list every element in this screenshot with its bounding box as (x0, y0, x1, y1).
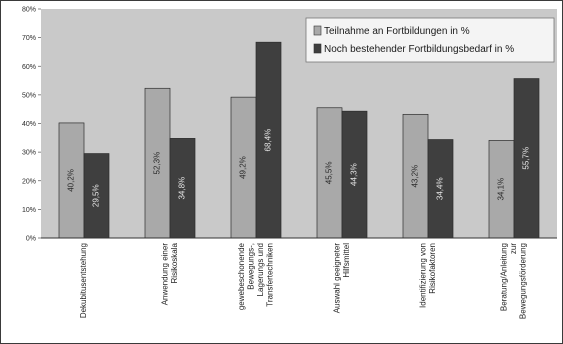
data-label: 52,3% (153, 152, 162, 175)
y-tick-label: 0% (26, 236, 36, 243)
data-label: 44,3% (350, 163, 359, 186)
data-label: 34,4% (436, 177, 445, 200)
data-label: 68,4% (264, 129, 273, 152)
y-tick-label: 10% (22, 207, 36, 214)
bar-fortbildungsbedarf (255, 41, 282, 239)
legend-swatch-fortbildungsbedarf (313, 43, 322, 54)
bar-fortbildungsbedarf (341, 110, 368, 239)
bar-fortbildungsbedarf (513, 78, 540, 239)
y-tick-label: 50% (22, 92, 36, 99)
category-label: Lagerungs und (256, 243, 265, 296)
y-tick-label: 60% (22, 64, 36, 71)
y-tick-label: 80% (22, 7, 36, 14)
category-label: gewebeschonende (237, 242, 246, 310)
bar-fortbildungsbedarf (83, 153, 110, 239)
y-tick-label: 70% (22, 35, 36, 42)
category-label: Anwendung einer (160, 243, 169, 306)
category-label: Bewegungs-, (246, 243, 255, 290)
data-label: 43,2% (411, 165, 420, 188)
category-label: zur (509, 243, 518, 254)
y-tick-label: 40% (22, 121, 36, 128)
category-label: Transfertechniken (265, 243, 274, 307)
legend-label-teilnahme: Teilnahme an Fortbildungen in % (324, 26, 470, 37)
category-label: Risikofaktoren (428, 243, 437, 294)
category-label: Auswahl geeigneter (332, 243, 341, 314)
legend: Teilnahme an Fortbildungen in % Noch bes… (305, 17, 555, 63)
data-label: 55,7% (522, 147, 531, 170)
data-label: 40,2% (67, 169, 76, 192)
bar-teilnahme (144, 87, 171, 239)
y-tick-label: 20% (22, 178, 36, 185)
legend-label-fortbildungsbedarf: Noch bestehender Fortbildungsbedarf in % (324, 44, 514, 55)
data-label: 29,5% (92, 184, 101, 207)
bar-teilnahme (58, 122, 85, 239)
bar-teilnahme (230, 96, 257, 239)
legend-swatch-teilnahme (313, 25, 322, 36)
bar-fortbildungsbedarf (427, 139, 454, 239)
bar-fortbildungsbedarf (169, 138, 196, 239)
category-label: Identifizierung von (418, 243, 427, 308)
legend-box (305, 17, 555, 63)
category-label: Beratung/Anleitung (500, 243, 509, 311)
y-tick-label: 30% (22, 150, 36, 157)
category-label: Dekubitusentstehung (79, 243, 88, 318)
data-label: 34,8% (178, 177, 187, 200)
data-label: 34,1% (497, 178, 506, 201)
bar-teilnahme (316, 107, 343, 239)
category-label: Hilfsmittel (342, 243, 351, 278)
category-label: Bewegungsförderung (519, 243, 528, 319)
data-label: 45,5% (325, 162, 334, 185)
data-label: 49,2% (239, 156, 248, 179)
category-label: Risikoskala (170, 242, 179, 283)
